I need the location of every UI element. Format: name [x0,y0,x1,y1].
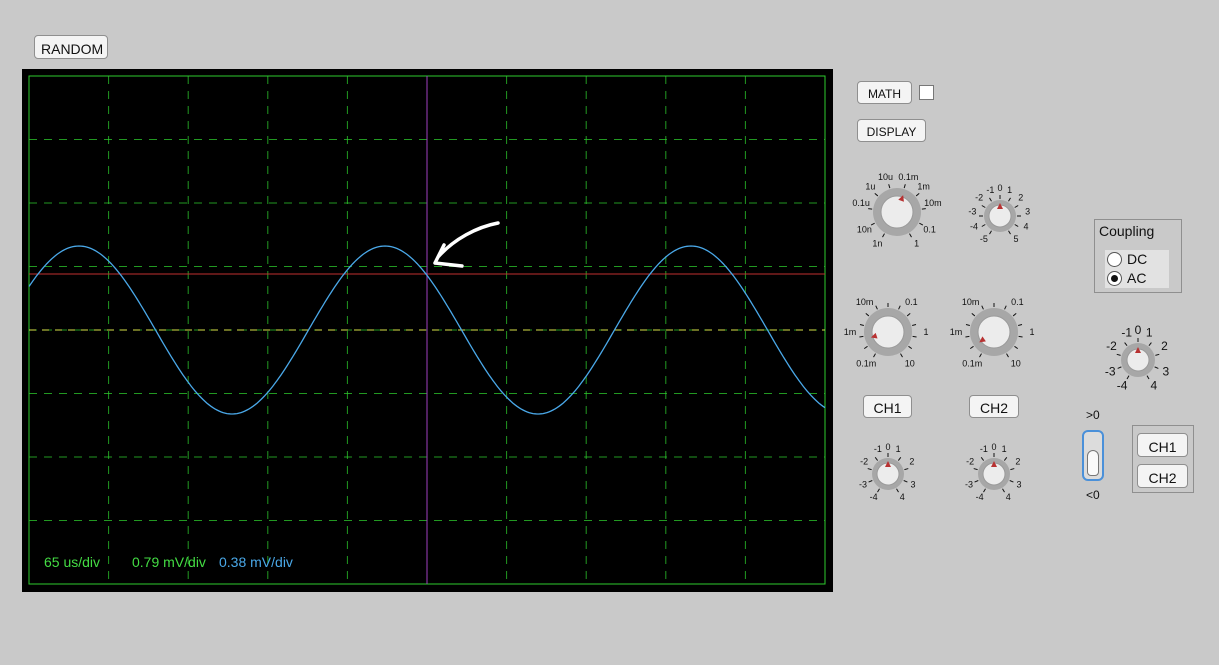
knob-tick-label: 0.1 [905,297,918,307]
knob-tick-label: -3 [965,479,973,489]
ch1-volts-knob[interactable]: 10m 0.1 1m 1 0.1m 10 [844,297,929,368]
knob-tick-label: 2 [1161,339,1168,353]
dc-radio[interactable] [1107,252,1122,267]
knob-tick-label: 0.1m [856,358,876,368]
ac-label: AC [1127,270,1147,286]
knob-tick-label: 1 [1002,444,1007,454]
ac-radio[interactable] [1107,271,1122,286]
knob-tick-label: 1n [872,239,882,249]
coupling-ac-option[interactable]: AC [1107,270,1167,289]
knob-tick-label: -4 [1117,379,1128,393]
coupling-group: Coupling DC AC [1094,219,1182,293]
knob-tick-label: -1 [1121,325,1132,339]
knob-tick-label: 2 [1015,456,1020,466]
math-checkbox[interactable] [919,85,934,100]
toggle-lever[interactable] [1087,450,1099,476]
ch2-position-knob[interactable]: -1 0 1 -2 2 -3 3 -4 4 [965,442,1022,502]
knob-tick-label: 10n [857,225,872,235]
knob-tick-label: 0.1m [898,172,918,182]
dc-label: DC [1127,251,1148,267]
knob-tick-label: 4 [1023,222,1028,232]
knob-tick-label: 3 [1162,364,1169,378]
knob-tick-label: 1m [950,327,963,337]
ch2-waveform-trace [28,245,826,415]
knob-tick-label: -3 [1105,364,1116,378]
trigger-slope-positive-label: >0 [1086,408,1100,422]
trigger-source-ch2-button[interactable]: CH2 [1137,464,1188,488]
knob-tick-label: 0 [997,183,1002,193]
knob-tick-label: 1m [844,327,857,337]
knob-tick-label: 1 [896,444,901,454]
knob-tick-label: 4 [1151,379,1158,393]
knob-tick-label: 10m [962,297,980,307]
ch1-position-knob[interactable]: -1 0 1 -2 2 -3 3 -4 4 [859,442,916,502]
knob-tick-label: 2 [1018,192,1023,202]
knob-tick-label: 1m [917,181,930,191]
knob-tick-label: -1 [874,444,882,454]
knob-tick-label: 10m [856,297,874,307]
trigger-source-group: CH1 CH2 [1132,425,1194,493]
timebase-knob[interactable]: 10u 0.1m 1u 1m 0.1u 10m 10n 0.1 1n 1 [852,172,941,249]
knob-tick-label: -4 [970,222,978,232]
knob-tick-label: 10m [924,198,942,208]
knob-tick-label: -2 [975,192,983,202]
knob-tick-label: 1 [1146,325,1153,339]
random-button[interactable]: RANDOM [34,35,108,59]
knob-tick-label: -1 [980,444,988,454]
knob-tick-label: 0.1 [923,225,936,235]
ch2-button[interactable]: CH2 [969,395,1019,418]
oscilloscope-screen: 65 us/div 0.79 mV/div 0.38 mV/div [22,69,833,592]
knob-tick-label: -2 [860,456,868,466]
knob-tick-label: -4 [870,492,878,502]
trigger-slope-negative-label: <0 [1086,488,1100,502]
knob-tick-label: 0 [1135,323,1142,337]
knob-tick-label: -2 [966,456,974,466]
knob-tick-label: 0.1u [852,198,870,208]
knob-tick-label: 1 [1029,327,1034,337]
ch2-volts-knob[interactable]: 10m 0.1 1m 1 0.1m 10 [950,297,1035,368]
knob-tick-label: 3 [1017,479,1022,489]
scope-graph [28,75,826,585]
knob-tick-label: 0 [991,442,996,452]
coupling-title: Coupling [1099,223,1155,239]
knob-tick-label: -3 [968,206,976,216]
knob-tick-label: -3 [859,479,867,489]
knob-tick-label: 0.1 [1011,297,1024,307]
knob-tick-label: 1 [1007,185,1012,195]
trigger-level-knob[interactable]: -1 0 1 -2 2 -3 3 -4 4 [1105,323,1170,392]
knob-tick-label: 4 [1006,492,1011,502]
display-button[interactable]: DISPLAY [857,119,926,142]
ch1-volts-per-div-readout: 0.79 mV/div [132,554,206,570]
math-button[interactable]: MATH [857,81,912,104]
knob-tick-label: 3 [911,479,916,489]
knob-tick-label: 2 [909,456,914,466]
knob-tick-label: -2 [1106,339,1117,353]
trigger-source-ch1-button[interactable]: CH1 [1137,433,1188,457]
knob-tick-label: 4 [900,492,905,502]
knob-tick-label: -5 [980,234,988,244]
coupling-options: DC AC [1105,250,1169,288]
annotation-arrow-icon [433,221,500,268]
knob-tick-label: 1u [865,181,875,191]
horizontal-position-knob[interactable]: -1 0 1 -2 2 -3 3 -4 4 -5 5 [968,183,1030,244]
knob-tick-label: 5 [1014,234,1019,244]
knob-tick-label: 3 [1025,206,1030,216]
knob-tick-label: 0.1m [962,358,982,368]
coupling-dc-option[interactable]: DC [1107,251,1167,270]
ch2-volts-per-div-readout: 0.38 mV/div [219,554,293,570]
ch1-button[interactable]: CH1 [863,395,912,418]
knob-tick-label: 10 [1011,358,1021,368]
trigger-slope-toggle[interactable] [1082,430,1104,481]
knob-tick-label: -4 [976,492,984,502]
knob-tick-label: 1 [923,327,928,337]
knob-tick-label: 10 [905,358,915,368]
time-per-div-readout: 65 us/div [44,554,101,570]
knob-tick-label: 0 [885,442,890,452]
knob-tick-label: -1 [986,185,994,195]
knob-tick-label: 1 [914,239,919,249]
knob-tick-label: 10u [878,172,893,182]
